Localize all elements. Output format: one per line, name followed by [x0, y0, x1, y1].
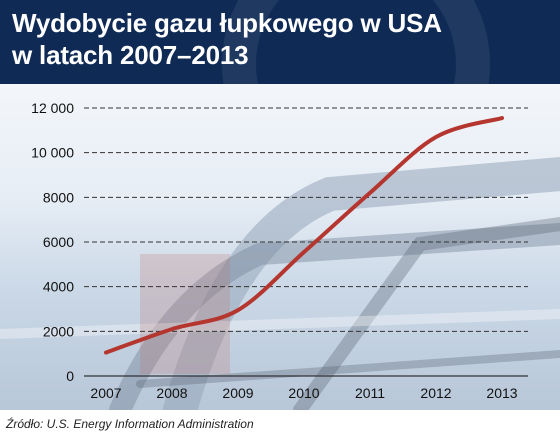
- chart-title-line-2: w latach 2007–2013: [12, 40, 249, 70]
- y-tick-label: 4000: [43, 279, 74, 295]
- chart-title-line-1: Wydobycie gazu łupkowego w USA: [12, 8, 442, 38]
- gridlines: [84, 107, 528, 377]
- x-tick-label: 2010: [288, 385, 319, 401]
- x-tick-label: 2013: [486, 385, 517, 401]
- y-axis-ticks: 0 2000 4000 6000 8000 10 000 12 000: [31, 100, 74, 384]
- x-tick-label: 2008: [156, 385, 187, 401]
- pipe-decoration-0: [163, 157, 560, 410]
- x-axis-ticks: 2007 2008 2009 2010 2011 2012 2013: [90, 385, 517, 401]
- y-tick-label: 12 000: [31, 100, 74, 116]
- pipe-decoration-3: [0, 309, 560, 339]
- y-tick-label: 8000: [43, 189, 74, 205]
- pipe-decoration-1: [109, 223, 560, 410]
- y-tick-label: 2000: [43, 323, 74, 339]
- series-group: [104, 116, 504, 355]
- x-tick-label: 2011: [355, 385, 385, 401]
- chart-area: 0 2000 4000 6000 8000 10 000 12 000 2007 2008 20…: [0, 84, 560, 410]
- pipe-decoration-2: [293, 217, 560, 410]
- chart-header: Wydobycie gazu łupkowego w USA w latach …: [0, 0, 560, 198]
- source-note: Źródło: U.S. Energy Information Administ…: [6, 417, 254, 431]
- y-tick-label: 0: [66, 368, 74, 384]
- background-pipes-decoration: [0, 157, 560, 410]
- x-tick-label: 2012: [420, 385, 451, 401]
- y-tick-label: 6000: [43, 234, 74, 250]
- building-decoration: [140, 254, 230, 374]
- x-tick-label: 2007: [90, 385, 121, 401]
- y-tick-label: 10 000: [31, 145, 74, 161]
- x-tick-label: 2009: [222, 385, 253, 401]
- pipe-decoration-4: [136, 350, 560, 388]
